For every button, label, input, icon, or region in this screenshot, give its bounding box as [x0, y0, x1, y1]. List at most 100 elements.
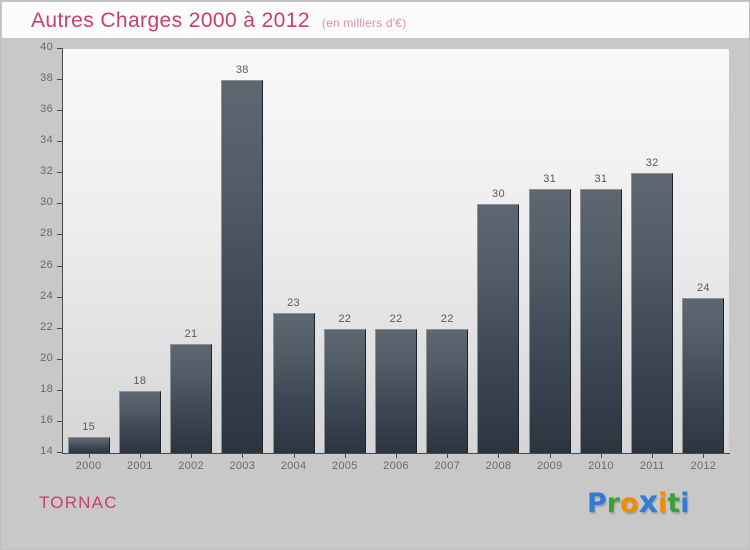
x-axis-tick-label: 2009: [536, 460, 563, 472]
y-axis-tick-mark: [57, 389, 63, 391]
x-axis-tick-label: 2012: [690, 460, 717, 472]
bar-slot: [216, 49, 268, 453]
chart-subtitle: (en milliers d'€): [321, 16, 407, 30]
bar[interactable]: [323, 328, 366, 453]
bar-slot: [421, 49, 473, 453]
x-axis-tick-mark: [191, 453, 193, 458]
bar-value-label: 30: [492, 188, 505, 201]
x-axis-tick-mark: [139, 453, 141, 458]
bar-slot: [268, 49, 320, 453]
x-axis-tick-label: 2011: [639, 460, 665, 472]
x-axis-tick-label: 2005: [331, 460, 358, 472]
y-axis-tick-label: 36: [40, 103, 53, 116]
entity-name-label: TORNAC: [39, 493, 118, 512]
bar-slot: [165, 49, 217, 453]
bar[interactable]: [426, 328, 469, 453]
y-axis-tick-label: 28: [40, 227, 53, 240]
bar[interactable]: [528, 188, 571, 453]
x-axis-tick-mark: [293, 453, 295, 458]
y-axis-tick-label: 14: [40, 445, 53, 457]
y-axis-tick-label: 24: [40, 289, 53, 302]
bar-slot: [63, 49, 115, 453]
title-background-band: [2, 2, 749, 38]
bar[interactable]: [682, 297, 725, 453]
bar-slot: [114, 49, 166, 453]
bar-slot: [370, 49, 422, 453]
y-axis-tick-label: 26: [40, 258, 53, 271]
x-axis-tick-mark: [498, 453, 500, 458]
bar-value-label: 22: [338, 312, 352, 325]
bar-slot: [319, 49, 371, 453]
x-axis-tick-mark: [652, 453, 654, 458]
y-axis-tick-label: 18: [40, 382, 53, 395]
bar-value-label: 23: [287, 297, 300, 310]
logo-letter: i: [658, 488, 668, 519]
bar-slot: [575, 49, 627, 453]
bar[interactable]: [579, 188, 622, 453]
x-axis-tick-label: 2001: [127, 460, 153, 472]
y-axis-tick-label: 34: [40, 134, 53, 147]
y-axis-tick-label: 38: [40, 72, 53, 85]
bar[interactable]: [67, 437, 110, 453]
bar-slot: [472, 49, 524, 453]
logo-letter: i: [680, 488, 690, 519]
x-axis-tick-label: 2006: [383, 460, 409, 472]
x-axis-tick-mark: [344, 453, 346, 458]
y-axis-tick-mark: [57, 452, 63, 453]
y-axis-tick-label: 20: [40, 351, 53, 364]
y-axis-tick-mark: [57, 420, 63, 422]
y-axis-tick-mark: [57, 327, 63, 329]
x-axis-tick-mark: [703, 453, 705, 458]
bar-value-label: 38: [235, 64, 249, 77]
bar[interactable]: [221, 80, 264, 453]
logo-letter: x: [638, 485, 659, 520]
x-axis-tick-label: 2000: [75, 460, 102, 472]
logo-letter: t: [667, 488, 681, 519]
x-axis-tick-label: 2003: [229, 460, 256, 472]
bar[interactable]: [118, 390, 161, 453]
y-axis-tick-mark: [57, 48, 63, 49]
x-axis-tick-label: 2004: [280, 460, 307, 472]
x-axis-tick-mark: [447, 453, 449, 458]
x-axis-tick-label: 2010: [588, 460, 614, 472]
bar-value-label: 22: [389, 312, 403, 325]
bar-value-label: 22: [440, 312, 454, 325]
logo-letter: o: [620, 488, 639, 519]
bar-value-label: 18: [133, 374, 147, 387]
logo-letter: P: [587, 488, 607, 519]
y-axis-tick-mark: [57, 358, 63, 360]
y-axis-tick-label: 30: [40, 196, 53, 209]
x-axis-tick-mark: [600, 453, 602, 458]
bar-slot: [524, 49, 576, 453]
y-axis-tick-mark: [57, 296, 63, 298]
bar[interactable]: [272, 313, 315, 453]
page-title: Autres Charges 2000 à 2012: [31, 9, 310, 32]
x-axis-tick-mark: [88, 453, 90, 458]
bar-value-label: 31: [543, 172, 557, 185]
y-axis-tick-mark: [57, 203, 63, 205]
bar[interactable]: [170, 344, 213, 453]
x-axis-tick-mark: [549, 453, 551, 458]
bar-value-label: 15: [82, 421, 96, 434]
chart-header: Autres Charges 2000 à 2012 (en milliers …: [31, 9, 406, 33]
y-axis-line: [62, 48, 63, 454]
bar-value-label: 31: [594, 172, 608, 185]
proxiti-logo[interactable]: Proxiti: [587, 487, 690, 520]
y-axis-tick-mark: [57, 110, 63, 112]
bar-value-label: 21: [184, 328, 198, 341]
y-axis-tick-mark: [57, 79, 63, 81]
y-axis-tick-label: 40: [40, 41, 53, 53]
bar[interactable]: [477, 204, 520, 453]
bar-slot: [677, 49, 729, 453]
bar[interactable]: [631, 173, 674, 453]
x-axis-tick-label: 2002: [178, 460, 204, 472]
y-axis-tick-label: 16: [40, 413, 53, 426]
y-axis-tick-label: 32: [40, 165, 53, 178]
bar[interactable]: [375, 328, 417, 453]
x-axis-tick-label: 2007: [434, 460, 461, 472]
y-axis-tick-mark: [57, 172, 63, 174]
bar-value-label: 24: [696, 281, 710, 294]
y-axis-tick-mark: [57, 265, 63, 267]
bar-value-label: 32: [645, 157, 659, 170]
